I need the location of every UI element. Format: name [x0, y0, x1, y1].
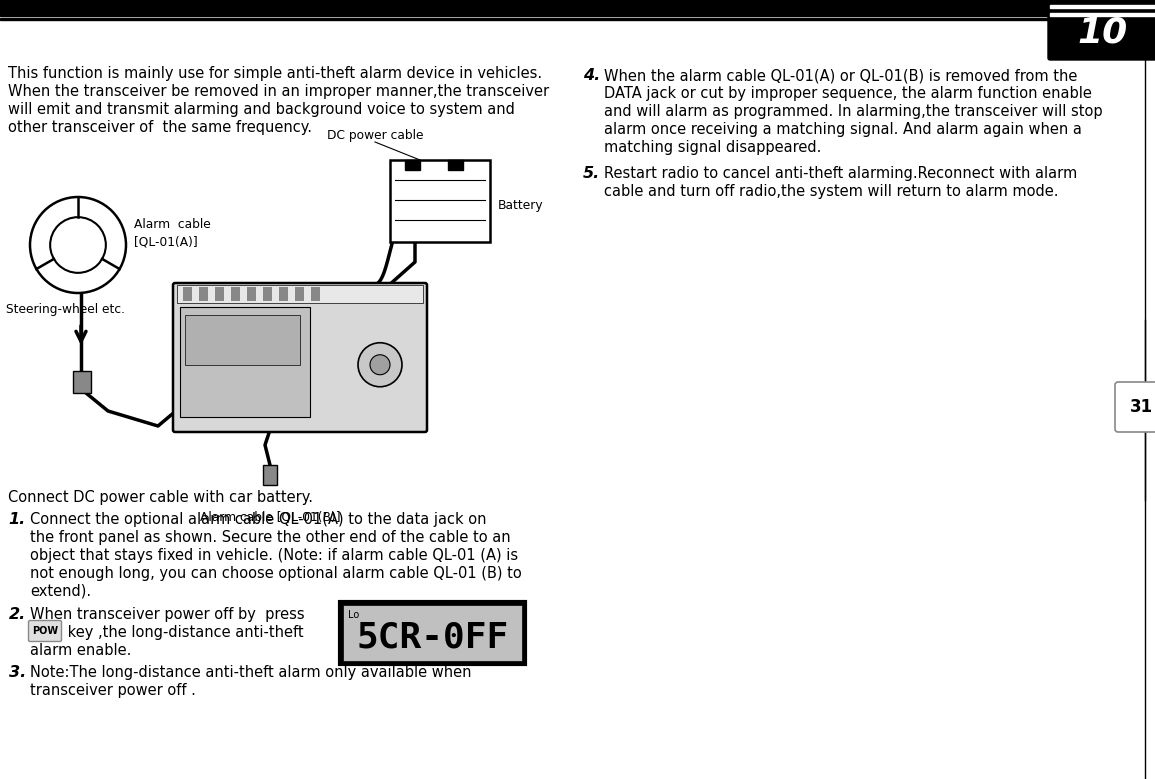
FancyBboxPatch shape: [173, 283, 427, 432]
Text: 5.: 5.: [583, 166, 599, 181]
Bar: [177, 285, 423, 303]
Bar: [180, 307, 310, 417]
Bar: [448, 160, 463, 170]
Text: Alarm  cable
[QL-01(A)]: Alarm cable [QL-01(A)]: [134, 218, 210, 248]
Text: Restart radio to cancel anti-theft alarming.Reconnect with alarm: Restart radio to cancel anti-theft alarm…: [604, 166, 1078, 181]
Bar: [73, 371, 91, 393]
Text: will emit and transmit alarming and background voice to system and: will emit and transmit alarming and back…: [8, 102, 515, 117]
Text: When transceiver power off by  press: When transceiver power off by press: [30, 607, 305, 622]
Text: other transceiver of  the same frequency.: other transceiver of the same frequency.: [8, 120, 312, 135]
Text: Battery: Battery: [498, 199, 544, 212]
Text: Steering-wheel etc.: Steering-wheel etc.: [6, 303, 125, 316]
Text: 10: 10: [1078, 15, 1127, 49]
Bar: [185, 315, 300, 365]
Text: extend).: extend).: [30, 584, 91, 599]
Text: Note:The long-distance anti-theft alarm only available when: Note:The long-distance anti-theft alarm …: [30, 665, 471, 680]
FancyBboxPatch shape: [1115, 382, 1155, 432]
Text: 2.: 2.: [9, 607, 27, 622]
Text: 3.: 3.: [9, 665, 27, 680]
FancyBboxPatch shape: [1048, 0, 1155, 60]
Bar: [343, 605, 522, 661]
Bar: [390, 160, 490, 242]
Text: 1.: 1.: [9, 512, 27, 527]
Bar: [231, 287, 240, 301]
Text: 31: 31: [1130, 398, 1153, 416]
Bar: [0, 3, 1051, 16]
Bar: [0, 18, 1051, 20]
Text: transceiver power off .: transceiver power off .: [30, 683, 196, 698]
Bar: [311, 287, 320, 301]
Text: alarm once receiving a matching signal. And alarm again when a: alarm once receiving a matching signal. …: [604, 122, 1082, 137]
Circle shape: [370, 354, 390, 375]
Bar: [263, 465, 277, 485]
Text: Long-distance Anti-theft Alarm: Long-distance Anti-theft Alarm: [350, 0, 713, 14]
Text: matching signal disappeared.: matching signal disappeared.: [604, 140, 821, 155]
Text: not enough long, you can choose optional alarm cable QL-01 (B) to: not enough long, you can choose optional…: [30, 566, 522, 581]
Bar: [340, 602, 526, 664]
Text: and will alarm as programmed. In alarming,the transceiver will stop: and will alarm as programmed. In alarmin…: [604, 104, 1103, 119]
Text: This function is mainly use for simple anti-theft alarm device in vehicles.: This function is mainly use for simple a…: [8, 66, 542, 81]
Text: key ,the long-distance anti-theft: key ,the long-distance anti-theft: [64, 625, 304, 640]
Text: Connect the optional alarm cable QL-01(A) to the data jack on: Connect the optional alarm cable QL-01(A…: [30, 512, 486, 527]
Text: DATA jack or cut by improper sequence, the alarm function enable: DATA jack or cut by improper sequence, t…: [604, 86, 1091, 101]
Text: cable and turn off radio,the system will return to alarm mode.: cable and turn off radio,the system will…: [604, 184, 1058, 199]
Text: 4.: 4.: [583, 68, 599, 83]
Text: alarm enable.: alarm enable.: [30, 643, 132, 658]
Bar: [215, 287, 224, 301]
Text: 5CR-0FF: 5CR-0FF: [357, 621, 508, 655]
Text: object that stays fixed in vehicle. (Note: if alarm cable QL-01 (A) is: object that stays fixed in vehicle. (Not…: [30, 548, 519, 563]
Bar: [199, 287, 208, 301]
Text: DC power cable: DC power cable: [327, 129, 423, 142]
FancyBboxPatch shape: [29, 621, 61, 641]
Text: the front panel as shown. Secure the other end of the cable to an: the front panel as shown. Secure the oth…: [30, 530, 511, 545]
Text: Alarm cable [QL-01(B)]: Alarm cable [QL-01(B)]: [200, 510, 341, 523]
Bar: [295, 287, 304, 301]
Bar: [247, 287, 256, 301]
Text: When the transceiver be removed in an improper manner,the transceiver: When the transceiver be removed in an im…: [8, 84, 549, 99]
Text: When the alarm cable QL-01(A) or QL-01(B) is removed from the: When the alarm cable QL-01(A) or QL-01(B…: [604, 68, 1078, 83]
Text: POW: POW: [32, 626, 58, 636]
Bar: [0, 0, 1051, 4]
Circle shape: [358, 343, 402, 386]
Bar: [405, 160, 420, 170]
Text: Connect DC power cable with car battery.: Connect DC power cable with car battery.: [8, 490, 313, 505]
Bar: [263, 287, 271, 301]
Bar: [1050, 13, 1155, 16]
Bar: [182, 287, 192, 301]
Bar: [280, 287, 288, 301]
Bar: [1050, 5, 1155, 8]
Text: Lo: Lo: [348, 610, 359, 620]
